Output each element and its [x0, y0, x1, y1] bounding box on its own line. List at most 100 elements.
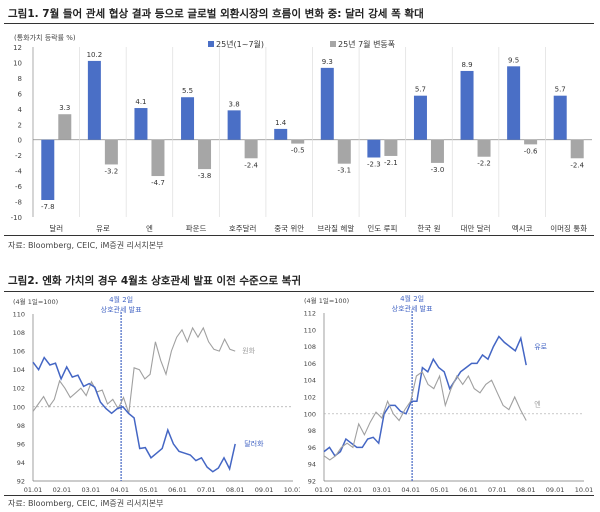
y-tick-label: -10 — [11, 214, 22, 222]
x-tick-label: 02.01 — [344, 486, 363, 494]
data-label: 3.8 — [229, 100, 240, 108]
data-label: -2.1 — [384, 159, 398, 167]
x-tick-label: 09.01 — [255, 486, 274, 494]
bar — [507, 66, 521, 140]
y-tick-label: 92 — [17, 478, 25, 486]
y-tick-label: 98 — [308, 427, 316, 435]
x-tick-label: 대만 달러 — [461, 224, 491, 233]
series-label: 유로 — [534, 343, 547, 351]
data-label: -3.2 — [105, 167, 119, 175]
bar — [181, 97, 195, 140]
bar — [337, 139, 351, 164]
data-label: 10.2 — [87, 51, 103, 59]
bar — [570, 139, 584, 159]
y-tick-label: -8 — [15, 199, 22, 207]
legend-swatch-gray — [330, 41, 336, 47]
data-label: -7.8 — [41, 203, 55, 211]
y-tick-label: 104 — [304, 377, 316, 385]
y-tick-label: 0 — [18, 137, 22, 145]
annotation-text: 상호관세 발표 — [392, 304, 433, 313]
x-tick-label: 06.01 — [168, 486, 187, 494]
y-tick-label: 102 — [13, 385, 25, 393]
x-tick-label: 호주달러 — [229, 224, 257, 233]
y-tick-label: 12 — [13, 44, 22, 52]
y-tick-label: 6 — [18, 90, 23, 98]
legend-swatch-blue — [208, 41, 214, 47]
divider — [4, 235, 594, 236]
bar — [553, 95, 567, 140]
x-tick-label: 04.01 — [401, 486, 420, 494]
data-label: 5.7 — [555, 86, 566, 94]
annotation-text: 4월 2일 — [400, 294, 424, 303]
series-label: 달러화 — [244, 439, 264, 448]
series-label: 엔 — [534, 400, 540, 409]
data-label: -2.4 — [570, 161, 584, 169]
y-tick-label: 92 — [308, 478, 316, 486]
y-tick-label: 4 — [18, 106, 23, 114]
x-tick-label: 07.01 — [197, 486, 216, 494]
x-tick-label: 02.01 — [53, 486, 72, 494]
x-tick-label: 10.01 — [284, 486, 300, 494]
y-tick-label: 100 — [13, 403, 25, 411]
y-tick-label: 10 — [13, 59, 22, 67]
data-label: -3.0 — [431, 166, 445, 174]
y-axis-label: (4월 1일=100) — [13, 297, 58, 306]
data-label: -2.4 — [244, 161, 258, 169]
bar — [413, 95, 427, 140]
bar — [58, 114, 72, 140]
x-tick-label: 달러 — [49, 224, 63, 233]
y-tick-label: 94 — [17, 459, 25, 467]
y-tick-label: 108 — [304, 343, 316, 351]
x-tick-label: 03.01 — [372, 486, 391, 494]
bar — [87, 60, 101, 140]
x-tick-label: 04.01 — [110, 486, 129, 494]
bar — [41, 139, 55, 200]
y-tick-label: 106 — [13, 348, 25, 356]
divider — [4, 23, 594, 24]
figure2-source: 자료: Bloomberg, CEIC, iM증권 리서치본부 — [8, 499, 164, 508]
x-tick-label: 10.01 — [575, 486, 594, 494]
y-tick-label: 110 — [13, 311, 25, 319]
y-tick-label: 96 — [308, 444, 316, 452]
bar — [198, 139, 212, 170]
bar — [320, 67, 334, 140]
series-label: 원화 — [242, 346, 255, 355]
x-tick-label: 01.01 — [315, 486, 334, 494]
y-tick-label: -6 — [15, 183, 23, 191]
series-line-달러화 — [32, 356, 236, 473]
bar — [524, 139, 538, 145]
x-tick-label: 멕시코 — [512, 223, 533, 233]
data-label: -3.1 — [337, 167, 351, 175]
y-tick-label: 94 — [308, 461, 316, 469]
figure1-source: 자료: Bloomberg, CEIC, iM증권 리서치본부 — [8, 241, 164, 250]
bar — [460, 70, 474, 140]
x-tick-label: 엔 — [146, 223, 153, 233]
x-tick-label: 이머징 통화 — [550, 223, 587, 233]
data-label: 4.1 — [135, 98, 146, 106]
line-chart-left: (4월 1일=100) 110 108 106 104 102 100 98 96 94 9201.… — [13, 295, 300, 494]
data-label: 9.5 — [508, 56, 519, 64]
series-line-유로 — [323, 335, 527, 457]
x-tick-label: 08.01 — [226, 486, 245, 494]
divider — [4, 495, 594, 496]
y-axis-label: (통화가치 등락률 %) — [14, 33, 76, 42]
bar — [274, 128, 288, 140]
y-tick-label: 98 — [17, 422, 25, 430]
x-tick-label: 07.01 — [488, 486, 507, 494]
x-tick-label: 06.01 — [459, 486, 478, 494]
y-tick-label: -4 — [15, 168, 23, 176]
x-tick-label: 08.01 — [517, 486, 536, 494]
bar — [384, 139, 398, 156]
data-label: 5.7 — [415, 86, 426, 94]
x-tick-label: 중국 위안 — [274, 223, 304, 233]
data-label: -0.6 — [524, 147, 538, 155]
x-tick-label: 한국 원 — [417, 224, 440, 233]
y-tick-label: 102 — [304, 394, 316, 402]
bar-chart: (통화가치 등락률 %) 12 10 8 6 4 2 0 -2 -4 -6 -8 -10 25년(1~7월… — [11, 33, 592, 233]
bar — [477, 139, 491, 157]
x-tick-label: 05.01 — [430, 486, 449, 494]
figure2-title: 그림2. 엔화 가치의 경우 4월초 상호관세 발표 이전 수준으로 복귀 — [8, 275, 301, 287]
x-tick-label: 03.01 — [81, 486, 100, 494]
